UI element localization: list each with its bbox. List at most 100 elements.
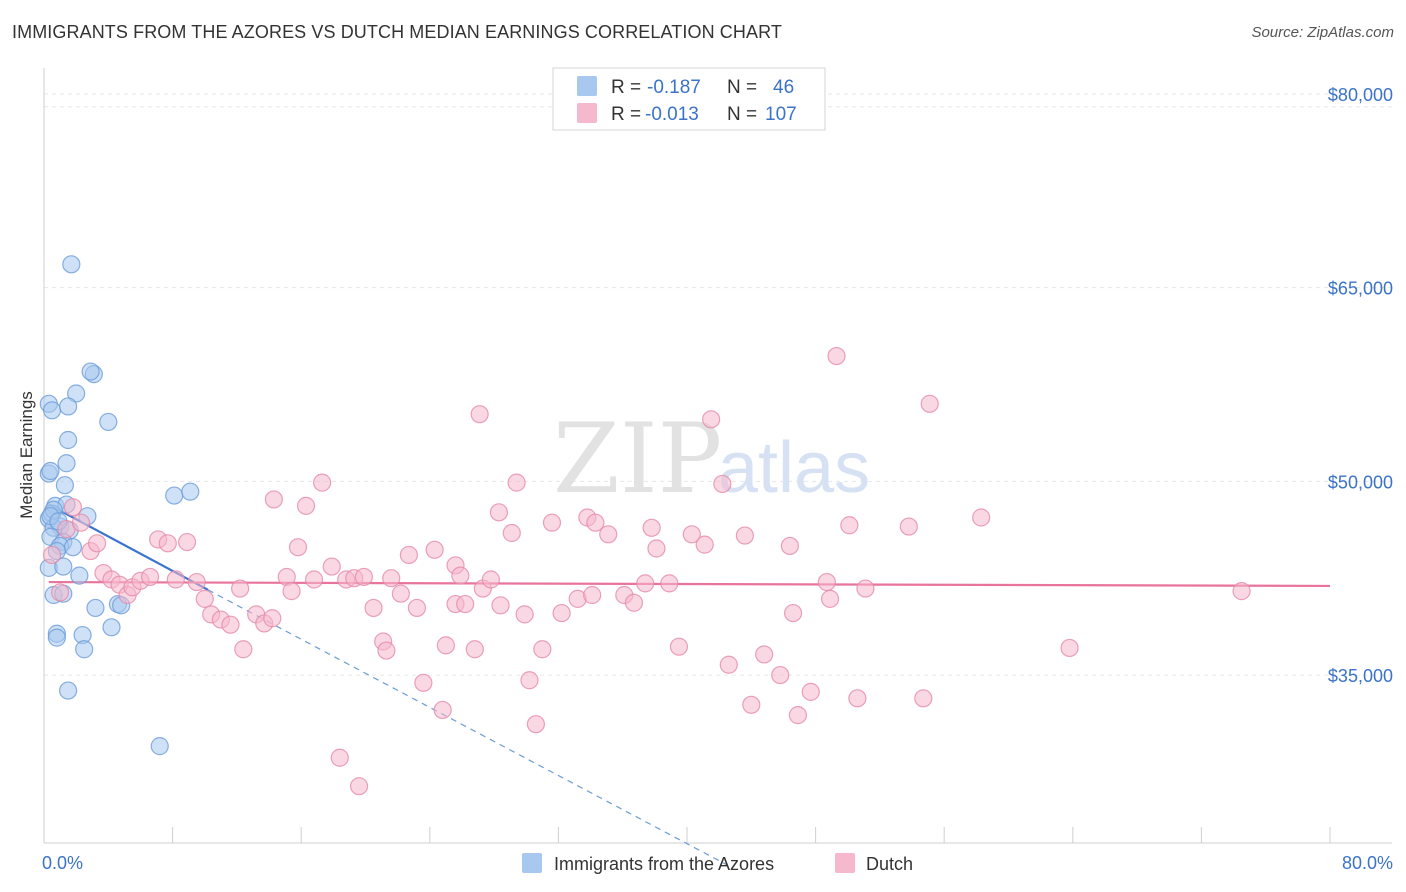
data-point: [42, 401, 62, 420]
data-point: [264, 490, 283, 509]
data-point: [181, 482, 200, 501]
watermark-atlas: atlas: [718, 428, 870, 508]
data-point: [50, 583, 70, 602]
data-point: [166, 570, 185, 589]
data-point: [451, 566, 470, 585]
data-point: [520, 671, 539, 690]
data-point: [801, 682, 820, 701]
data-point: [817, 572, 836, 592]
legend-n-label-dutch: N =: [727, 104, 757, 125]
data-point: [187, 572, 206, 592]
data-point: [695, 535, 714, 554]
data-point: [647, 539, 666, 558]
data-point: [177, 532, 197, 552]
data-point: [636, 574, 655, 593]
data-point: [86, 598, 105, 618]
data-point: [820, 589, 840, 608]
y-tick-label: $80,000: [1328, 85, 1393, 105]
data-point: [47, 628, 66, 647]
data-point: [349, 777, 369, 796]
data-point: [669, 637, 689, 656]
data-point: [771, 665, 790, 685]
data-point: [296, 496, 316, 515]
data-point: [41, 461, 60, 481]
series-dutch: [42, 346, 1251, 796]
y-axis-label: Median Earnings: [17, 391, 36, 519]
data-point: [354, 567, 373, 587]
legend-r-value-azores: -0.187: [647, 77, 701, 98]
legend-n-value-azores: 46: [773, 77, 794, 98]
data-point: [407, 598, 427, 618]
axes: [43, 68, 1392, 844]
data-point: [414, 673, 433, 692]
data-point: [322, 557, 341, 576]
data-point: [436, 636, 455, 655]
data-point: [780, 536, 799, 556]
data-point: [515, 605, 534, 624]
trend-extension-azores: [207, 589, 728, 866]
data-point: [586, 513, 605, 532]
data-point: [231, 579, 250, 598]
data-point: [63, 498, 83, 517]
y-tick-label: $35,000: [1328, 666, 1393, 686]
data-point: [702, 410, 721, 429]
data-point: [507, 473, 526, 492]
data-point: [899, 517, 918, 536]
data-point: [840, 516, 859, 535]
x-tick-label-min: 0.0%: [42, 853, 83, 873]
data-point: [158, 534, 177, 553]
data-point: [972, 508, 991, 527]
watermark-zip: ZIP: [553, 403, 722, 515]
data-point: [914, 689, 933, 708]
data-point: [63, 538, 83, 557]
data-point: [583, 585, 602, 605]
tick-labels: $35,000 $50,000 $65,000 $80,000 0.0% 80.0%: [42, 85, 1393, 873]
data-point: [526, 715, 545, 734]
data-point: [165, 486, 184, 505]
bottom-legend: Immigrants from the Azores Dutch: [522, 853, 913, 874]
data-point: [150, 737, 169, 756]
bottom-legend-swatch-dutch: [835, 853, 855, 873]
legend-swatch-dutch: [577, 103, 597, 123]
series-azores: [39, 255, 200, 756]
data-point: [599, 525, 618, 544]
data-points: [39, 255, 1251, 796]
data-point: [1060, 638, 1079, 658]
watermark: ZIP atlas: [553, 403, 870, 515]
legend-box: [552, 67, 826, 131]
data-point: [70, 566, 89, 585]
data-point: [304, 570, 324, 589]
data-point: [682, 525, 701, 544]
data-point: [62, 255, 81, 274]
legend-swatch-azores: [577, 76, 597, 96]
top-legend: R = -0.187 N = 46 R = -0.013 N = 107: [552, 67, 826, 131]
chart-title: IMMIGRANTS FROM THE AZORES VS DUTCH MEDI…: [12, 22, 782, 42]
data-point: [920, 394, 939, 413]
data-point: [42, 545, 62, 565]
data-point: [102, 618, 121, 637]
data-point: [55, 476, 74, 495]
data-point: [660, 574, 679, 593]
data-point: [1232, 582, 1251, 601]
data-point: [624, 593, 644, 612]
data-point: [533, 640, 552, 659]
data-point: [312, 473, 332, 492]
data-point: [263, 609, 282, 628]
data-point: [502, 523, 521, 543]
data-point: [59, 430, 78, 450]
legend-r-label-azores: R =: [611, 77, 641, 98]
data-point: [755, 645, 774, 664]
data-point: [470, 405, 489, 424]
data-point: [783, 603, 803, 623]
data-point: [75, 640, 94, 659]
data-point: [382, 569, 401, 588]
data-point: [542, 513, 562, 532]
data-point: [288, 538, 308, 557]
y-tick-label: $65,000: [1328, 279, 1393, 299]
data-point: [425, 540, 444, 559]
data-point: [827, 346, 846, 366]
data-point: [87, 534, 107, 553]
data-point: [848, 689, 867, 708]
bottom-legend-label-dutch: Dutch: [866, 854, 913, 874]
data-point: [713, 474, 732, 494]
